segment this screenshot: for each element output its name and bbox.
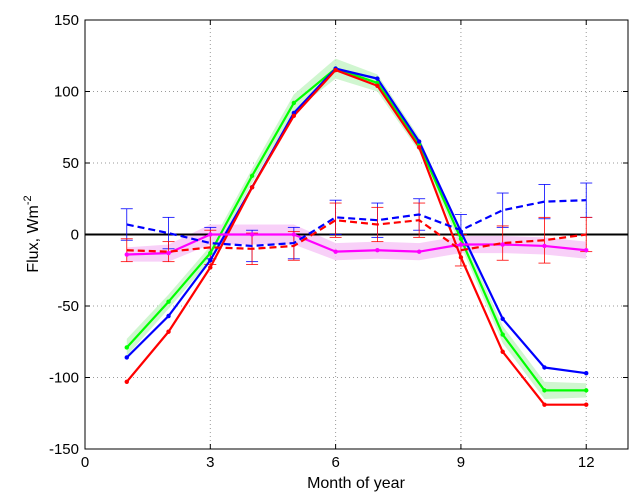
- data-point: [124, 345, 129, 350]
- series-line-1: [125, 67, 587, 392]
- data-point: [166, 313, 171, 319]
- data-point: [124, 252, 129, 257]
- data-point: [416, 145, 422, 150]
- data-point: [584, 371, 589, 376]
- data-point: [166, 299, 171, 304]
- x-tick-label: 6: [331, 454, 339, 471]
- data-point: [124, 355, 129, 360]
- x-tick-label: 0: [81, 454, 89, 471]
- series-line-4: [126, 233, 587, 256]
- data-point: [416, 139, 422, 144]
- series-markers: [124, 66, 589, 407]
- y-tick-label: 100: [54, 84, 79, 101]
- y-tick-label: 50: [62, 155, 79, 172]
- axis-ticks: [84, 19, 628, 450]
- data-point: [542, 365, 547, 370]
- x-axis-label: Month of year: [307, 475, 406, 492]
- y-axis-label-main: Flux, Wm: [25, 205, 42, 273]
- y-axis-label-exponent: -2: [22, 195, 34, 205]
- data-point: [208, 258, 213, 263]
- data-point: [208, 265, 213, 270]
- data-point: [291, 100, 297, 106]
- data-point: [375, 76, 380, 81]
- y-tick-labels: -150 -100 -50 0 50 100 150: [49, 12, 79, 458]
- data-point: [458, 229, 464, 234]
- data-point: [208, 232, 213, 237]
- data-point: [500, 332, 505, 337]
- data-point: [291, 113, 297, 119]
- data-point: [124, 379, 129, 384]
- data-point: [584, 402, 589, 407]
- data-point: [249, 232, 255, 237]
- data-point: [500, 316, 505, 322]
- data-point: [375, 83, 380, 88]
- y-axis-label: Flux, Wm-2: [22, 195, 42, 272]
- data-point: [500, 349, 505, 354]
- data-point: [500, 242, 505, 247]
- data-point: [333, 249, 338, 254]
- data-point: [458, 236, 464, 241]
- y-tick-label: -100: [49, 370, 79, 387]
- data-point: [249, 173, 255, 179]
- data-point: [458, 255, 464, 260]
- data-point: [584, 388, 589, 393]
- series-lines: [125, 67, 587, 406]
- data-point: [542, 243, 547, 249]
- y-tick-label: -50: [57, 298, 79, 315]
- y-tick-label: 0: [71, 227, 79, 244]
- x-tick-label: 12: [578, 454, 595, 471]
- series-line-3: [125, 68, 587, 406]
- series-line-5: [126, 199, 587, 248]
- series-line-6: [126, 219, 587, 253]
- data-point: [166, 250, 171, 256]
- data-point: [333, 67, 338, 73]
- x-tick-labels: 0 3 6 9 12: [81, 454, 595, 471]
- data-point: [249, 185, 255, 190]
- x-tick-label: 9: [457, 454, 465, 471]
- data-point: [458, 242, 464, 247]
- data-point: [208, 250, 213, 256]
- y-tick-label: -150: [49, 441, 79, 458]
- series-line-2: [125, 67, 587, 375]
- data-point: [542, 402, 547, 407]
- data-point: [416, 249, 422, 254]
- y-tick-label: 150: [54, 12, 79, 29]
- x-tick-label: 3: [206, 454, 214, 471]
- data-point: [542, 388, 547, 393]
- data-point: [291, 232, 297, 237]
- data-point: [584, 248, 589, 253]
- data-point: [166, 329, 171, 334]
- data-point: [375, 248, 380, 253]
